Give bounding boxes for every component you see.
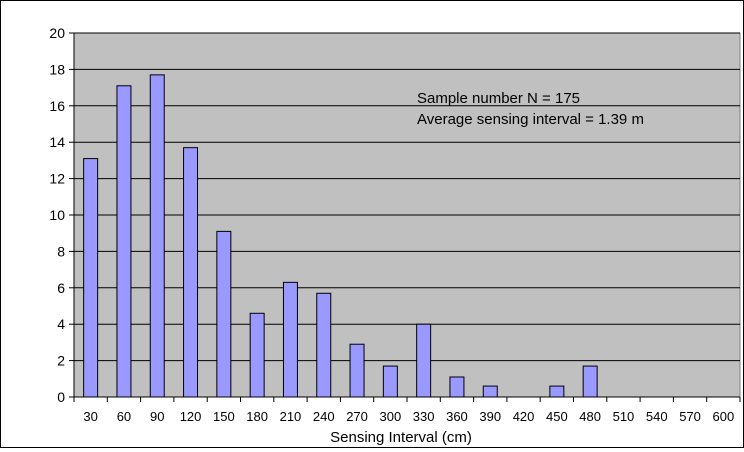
x-tick-label: 180 xyxy=(246,409,268,424)
x-tick-label: 90 xyxy=(150,409,164,424)
bar-240 xyxy=(316,292,332,398)
bars xyxy=(83,74,598,398)
bar-300 xyxy=(382,365,398,398)
x-tick-label: 270 xyxy=(346,409,368,424)
x-axis-title: Sensing Interval (cm) xyxy=(330,429,472,446)
bar-330 xyxy=(416,323,432,398)
x-tick-label: 360 xyxy=(446,409,468,424)
bar-60 xyxy=(116,85,132,398)
bar-390 xyxy=(482,385,498,398)
bar-150 xyxy=(216,230,232,398)
bar-30 xyxy=(83,158,99,398)
x-tick-label: 330 xyxy=(413,409,435,424)
y-tick-label: 20 xyxy=(49,25,65,41)
y-tick-label: 4 xyxy=(57,316,65,332)
x-tick-label: 540 xyxy=(646,409,668,424)
y-tick-label: 6 xyxy=(57,280,65,296)
x-tick-label: 300 xyxy=(379,409,401,424)
x-tick-label: 600 xyxy=(712,409,734,424)
y-tick-label: 8 xyxy=(57,243,65,259)
bar-120 xyxy=(183,147,199,398)
x-tick-label: 480 xyxy=(579,409,601,424)
y-tick-label: 10 xyxy=(49,207,65,223)
bar-180 xyxy=(249,312,265,398)
bar-210 xyxy=(282,281,298,398)
y-tick-label: 0 xyxy=(57,389,65,405)
x-tick-label: 510 xyxy=(613,409,635,424)
bar-480 xyxy=(582,365,598,398)
x-tick-label: 30 xyxy=(83,409,97,424)
y-tick-label: 18 xyxy=(49,61,65,77)
annotation-average-interval: Average sensing interval = 1.39 m xyxy=(417,111,644,128)
y-tick-labels: 0 2 4 6 8 10 12 14 16 18 20 xyxy=(49,25,74,405)
y-tick-label: 12 xyxy=(49,171,65,187)
annotation-sample-number: Sample number N = 175 xyxy=(417,90,580,107)
bar-360 xyxy=(449,376,465,398)
x-tick-label: 570 xyxy=(679,409,701,424)
x-tick-label: 450 xyxy=(546,409,568,424)
x-tick-labels: 30 60 90 120 150 180 210 240 270 300 330 360 390 420 4… xyxy=(73,397,741,424)
x-tick-label: 120 xyxy=(180,409,202,424)
x-tick-label: 390 xyxy=(479,409,501,424)
x-tick-label: 420 xyxy=(513,409,535,424)
bar-450 xyxy=(549,385,565,398)
y-tick-label: 14 xyxy=(49,134,65,150)
bar-270 xyxy=(349,343,365,398)
bar-90 xyxy=(149,74,165,398)
x-tick-label: 210 xyxy=(280,409,302,424)
x-tick-label: 150 xyxy=(213,409,235,424)
x-tick-label: 60 xyxy=(117,409,131,424)
y-tick-label: 16 xyxy=(49,98,65,114)
x-tick-label: 240 xyxy=(313,409,335,424)
y-tick-label: 2 xyxy=(57,353,65,369)
